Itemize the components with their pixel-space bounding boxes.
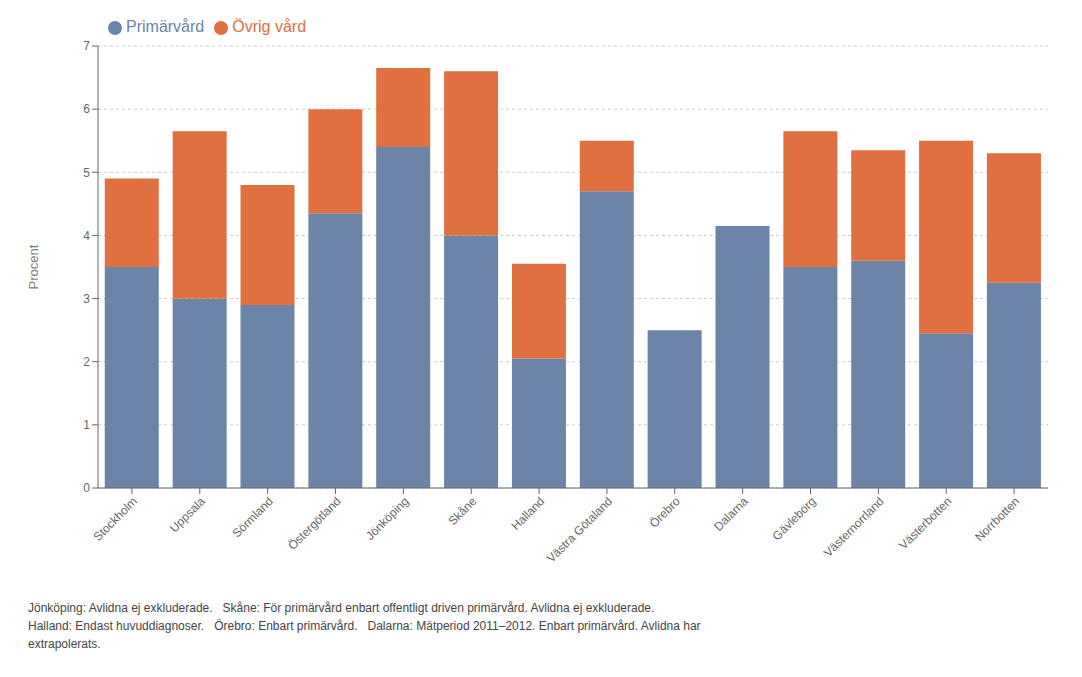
svg-text:Stockholm: Stockholm: [91, 494, 141, 544]
svg-text:Örebro: Örebro: [647, 494, 684, 531]
svg-text:Skåne: Skåne: [445, 494, 479, 528]
svg-text:Norrbotten: Norrbotten: [972, 494, 1022, 544]
svg-text:1: 1: [83, 418, 90, 432]
html-text:Övrig vård: Övrig vård: [232, 18, 306, 35]
svg-text:Procent: Procent: [26, 244, 41, 289]
svg-text:Östergötland: Östergötland: [285, 494, 343, 552]
svg-text:0: 0: [83, 481, 90, 495]
svg-text:Gävleborg: Gävleborg: [770, 494, 819, 543]
svg-text:5: 5: [83, 166, 90, 180]
svg-text:Västernorrland: Västernorrland: [821, 494, 887, 560]
svg-text:Dalarna: Dalarna: [711, 494, 751, 534]
svg-text:Västerbotten: Västerbotten: [896, 494, 954, 552]
html-text:Jönköping: Avlidna ej exkluder: Jönköping: Avlidna ej exkluderade. Skåne…: [28, 601, 701, 651]
svg-text:Sörmland: Sörmland: [230, 494, 276, 540]
svg-text:Uppsala: Uppsala: [167, 494, 208, 535]
svg-text:Halland: Halland: [509, 494, 548, 533]
svg-text:4: 4: [83, 229, 90, 243]
svg-text:Västra Götaland: Västra Götaland: [544, 494, 615, 565]
svg-text:2: 2: [83, 355, 90, 369]
html-text:Primärvård: Primärvård: [126, 18, 205, 35]
svg-text:3: 3: [83, 292, 90, 306]
svg-text:Jönköping: Jönköping: [363, 494, 412, 543]
svg-text:7: 7: [83, 39, 90, 53]
svg-text:6: 6: [83, 102, 90, 116]
